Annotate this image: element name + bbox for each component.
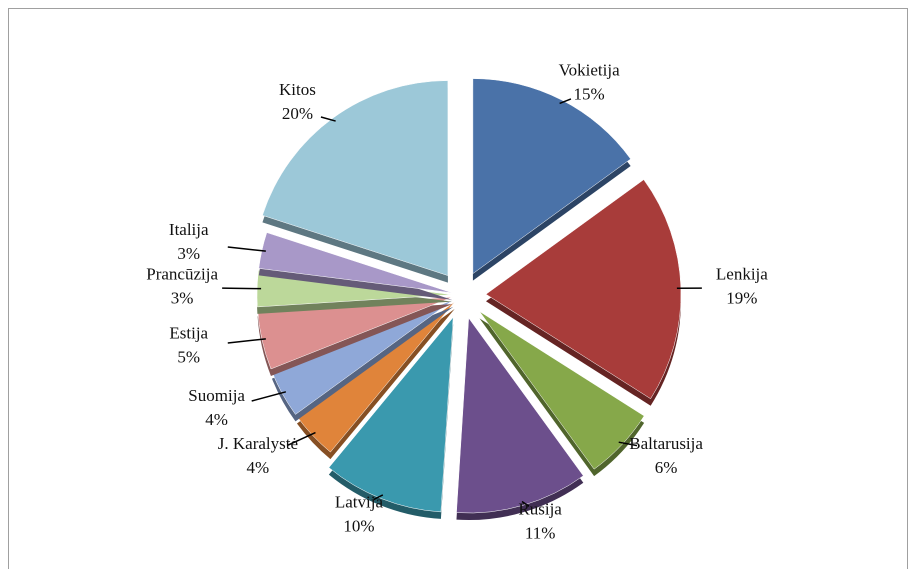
slice-value-label: 20% — [282, 104, 313, 123]
slice-label: Kitos — [279, 80, 316, 99]
slice-label: Rusija — [518, 499, 562, 518]
slice-value-label: 10% — [343, 516, 374, 535]
slice-label: Latvija — [335, 492, 384, 511]
slice-value-label: 15% — [574, 85, 605, 104]
slice-value-label: 4% — [205, 410, 228, 429]
slice-label: Italija — [169, 220, 209, 239]
slice-value-label: 4% — [247, 458, 270, 477]
slice-value-label: 3% — [171, 288, 194, 307]
slice-value-label: 6% — [655, 458, 678, 477]
slice-label: Vokietija — [559, 61, 621, 80]
slice-value-label: 11% — [525, 523, 556, 542]
leader-line — [222, 288, 261, 289]
slice-value-label: 3% — [177, 244, 200, 263]
slice-label: Lenkija — [716, 264, 768, 283]
slice-label: Baltarusija — [629, 434, 703, 453]
slice-label: J. Karalystė — [218, 434, 298, 453]
slice-label: Prancūzija — [146, 264, 218, 283]
slice-value-label: 5% — [177, 348, 200, 367]
slice-label: Estija — [169, 324, 208, 343]
slice-label: Suomija — [188, 386, 245, 405]
slice-value-label: 19% — [726, 288, 757, 307]
